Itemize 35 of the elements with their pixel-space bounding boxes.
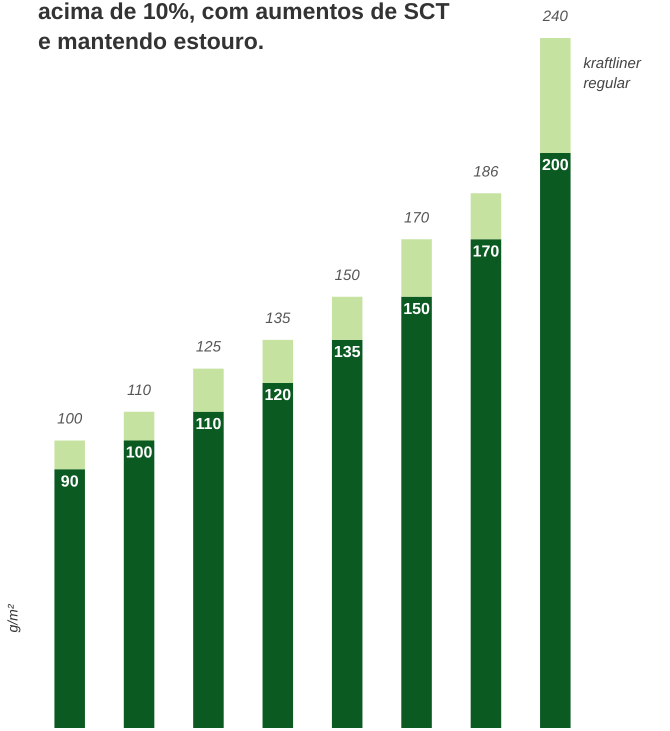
series-label: kraftliner regular xyxy=(583,55,642,92)
total-label: 170 xyxy=(404,209,430,226)
data-label: 90 xyxy=(60,473,79,490)
total-label: 110 xyxy=(127,382,152,399)
data-label: 200 xyxy=(542,157,569,174)
bar xyxy=(193,368,224,412)
total-label: 150 xyxy=(334,266,360,284)
total-label: 186 xyxy=(473,163,500,180)
bar xyxy=(540,38,571,153)
chart-title: acima de 10%, com aumentos de SCT e mantendo estouro. xyxy=(38,0,451,56)
y-axis-title: g/m² xyxy=(4,603,20,632)
total-label: 240 xyxy=(542,8,568,25)
data-label: 170 xyxy=(472,243,500,260)
bar xyxy=(332,296,362,340)
bar xyxy=(540,153,571,728)
bar xyxy=(124,412,154,440)
bar xyxy=(124,440,154,728)
data-label: 120 xyxy=(264,387,292,404)
bar xyxy=(54,440,85,470)
data-label: 100 xyxy=(126,444,153,462)
data-label: 135 xyxy=(334,344,361,361)
total-label: 135 xyxy=(265,310,291,327)
bar xyxy=(470,193,502,240)
data-label: 150 xyxy=(403,300,430,318)
bar xyxy=(401,239,432,297)
bar xyxy=(332,340,362,728)
data-label: 110 xyxy=(196,416,222,433)
bar xyxy=(262,383,294,728)
bar xyxy=(262,340,294,383)
bar xyxy=(401,296,432,728)
bar xyxy=(54,469,85,728)
total-label: 125 xyxy=(196,338,222,356)
bar xyxy=(193,412,224,728)
bar xyxy=(470,239,502,728)
total-label: 100 xyxy=(57,410,83,428)
